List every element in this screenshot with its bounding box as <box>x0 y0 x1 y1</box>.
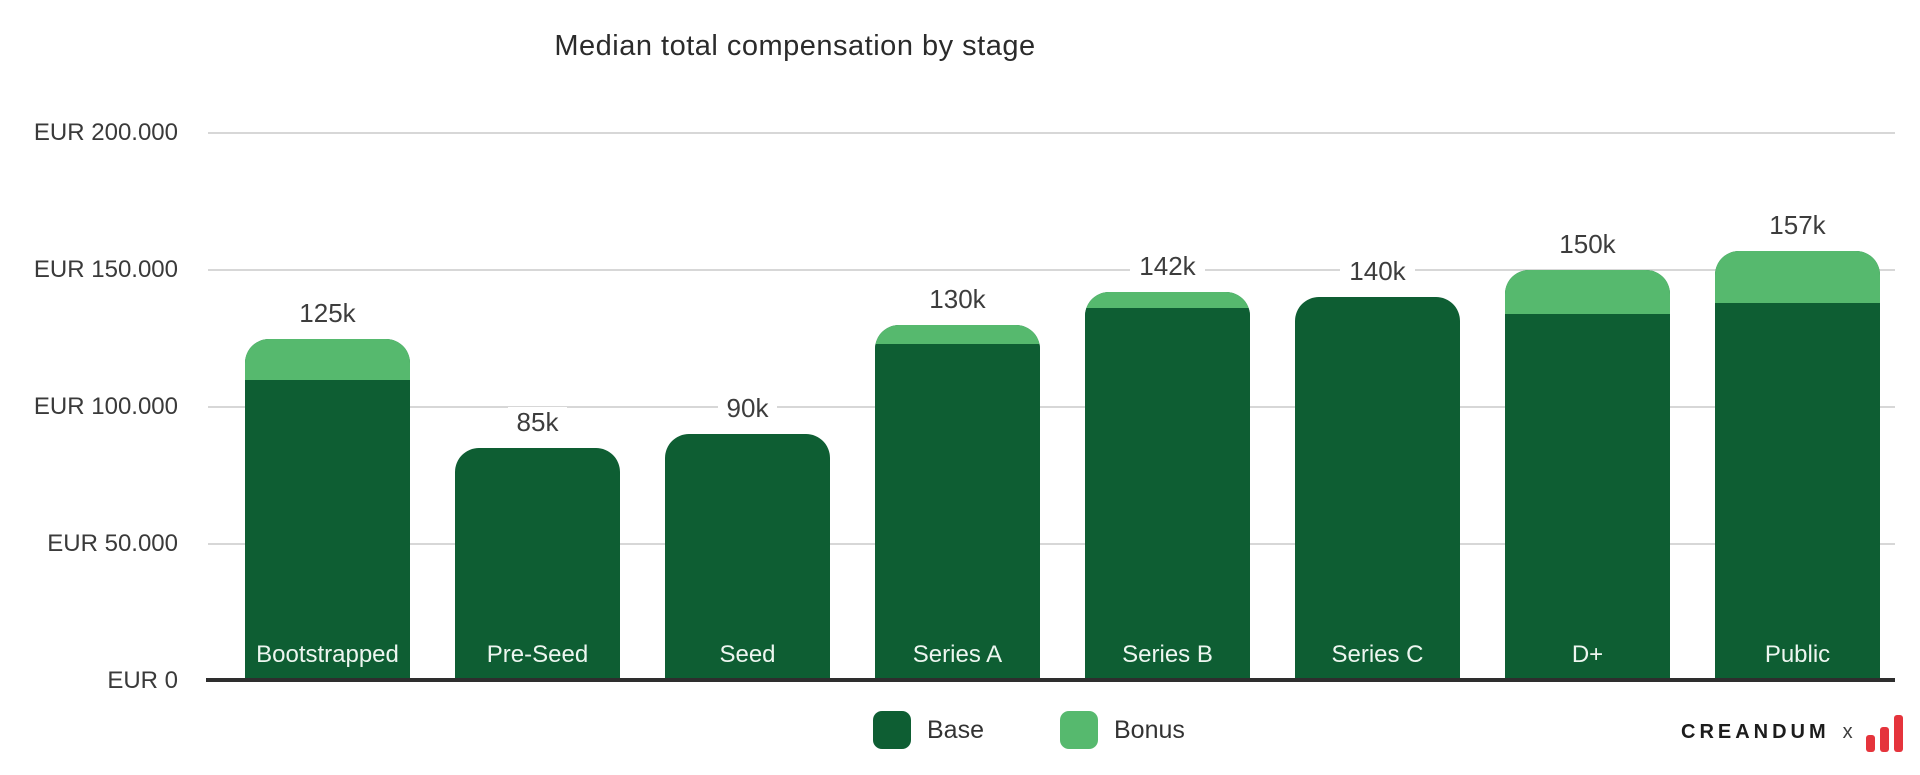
bar-category-label: D+ <box>1571 641 1604 668</box>
bar-series-a: Series A <box>875 324 1040 681</box>
bar-value-label: 140k <box>1295 255 1460 287</box>
y-axis-label-0k: EUR 0 <box>107 667 178 694</box>
bar-segment-base <box>665 434 830 681</box>
branding: CREANDUM x <box>1681 714 1904 752</box>
y-axis-label-150k: EUR 150.000 <box>33 256 178 283</box>
bar-category-label: Seed <box>719 640 776 668</box>
bar-segment-bonus <box>1715 250 1880 303</box>
bar-value-label: 150k <box>1505 228 1670 260</box>
y-axis-label-100k: EUR 100.000 <box>33 393 178 420</box>
gridline-150k <box>208 269 1895 271</box>
gridline-50k <box>208 543 1895 545</box>
x-axis-baseline <box>206 678 1895 682</box>
brand-name: CREANDUM <box>1681 721 1830 743</box>
bar-value-label: 125k <box>245 297 410 329</box>
bar-pre-seed: Pre-Seed <box>455 448 620 681</box>
bar-segment-bonus <box>1505 270 1670 314</box>
bar-segment-base <box>875 343 1040 681</box>
bar-segment-base <box>1085 308 1250 681</box>
bar-segment-base <box>1715 302 1880 681</box>
bar-bootstrapped: Bootstrapped <box>245 338 410 681</box>
bar-segment-bonus <box>245 338 410 380</box>
bar-category-label: Public <box>1764 640 1831 668</box>
y-axis-label-200k: EUR 200.000 <box>33 119 178 146</box>
bar-d-: D+ <box>1505 270 1670 681</box>
bar-segment-base <box>245 379 410 681</box>
legend-swatch-bonus <box>1059 711 1098 749</box>
bar-public: Public <box>1715 250 1880 681</box>
bar-category-label: Series A <box>912 640 1003 668</box>
bar-segment-base <box>1295 297 1460 681</box>
bar-series-c: Series C <box>1295 297 1460 681</box>
gridline-100k <box>208 406 1895 408</box>
bar-value-label: 85k <box>455 406 620 438</box>
legend: Base Bonus <box>873 711 1185 749</box>
brand-separator: x <box>1842 721 1853 743</box>
bar-value-label: 90k <box>665 392 830 424</box>
bar-series-b: Series B <box>1085 291 1250 681</box>
gridline-200k <box>208 132 1895 134</box>
legend-label-base: Base <box>927 715 984 744</box>
legend-item-base: Base <box>873 711 984 749</box>
chart-title: Median total compensation by stage <box>554 30 1036 62</box>
bar-value-label: 142k <box>1085 250 1250 282</box>
legend-label-bonus: Bonus <box>1113 715 1185 744</box>
bar-category-label: Bootstrapped <box>256 641 399 668</box>
bar-segment-base <box>455 448 620 681</box>
bar-category-label: Series C <box>1331 640 1424 668</box>
bar-segment-base <box>1505 313 1670 681</box>
bar-segment-bonus <box>1085 291 1250 309</box>
bar-segment-bonus <box>875 324 1040 344</box>
bar-category-label: Series B <box>1122 640 1213 668</box>
bar-value-label: 157k <box>1715 209 1880 241</box>
legend-swatch-base <box>873 711 911 749</box>
y-axis-label-50k: EUR 50.000 <box>47 530 178 557</box>
bar-value-label: 130k <box>875 283 1040 315</box>
bar-seed: Seed <box>665 434 830 681</box>
bar-chart-logo-icon <box>1865 715 1903 752</box>
bar-category-label: Pre-Seed <box>486 640 589 668</box>
legend-item-bonus: Bonus <box>1059 711 1185 749</box>
